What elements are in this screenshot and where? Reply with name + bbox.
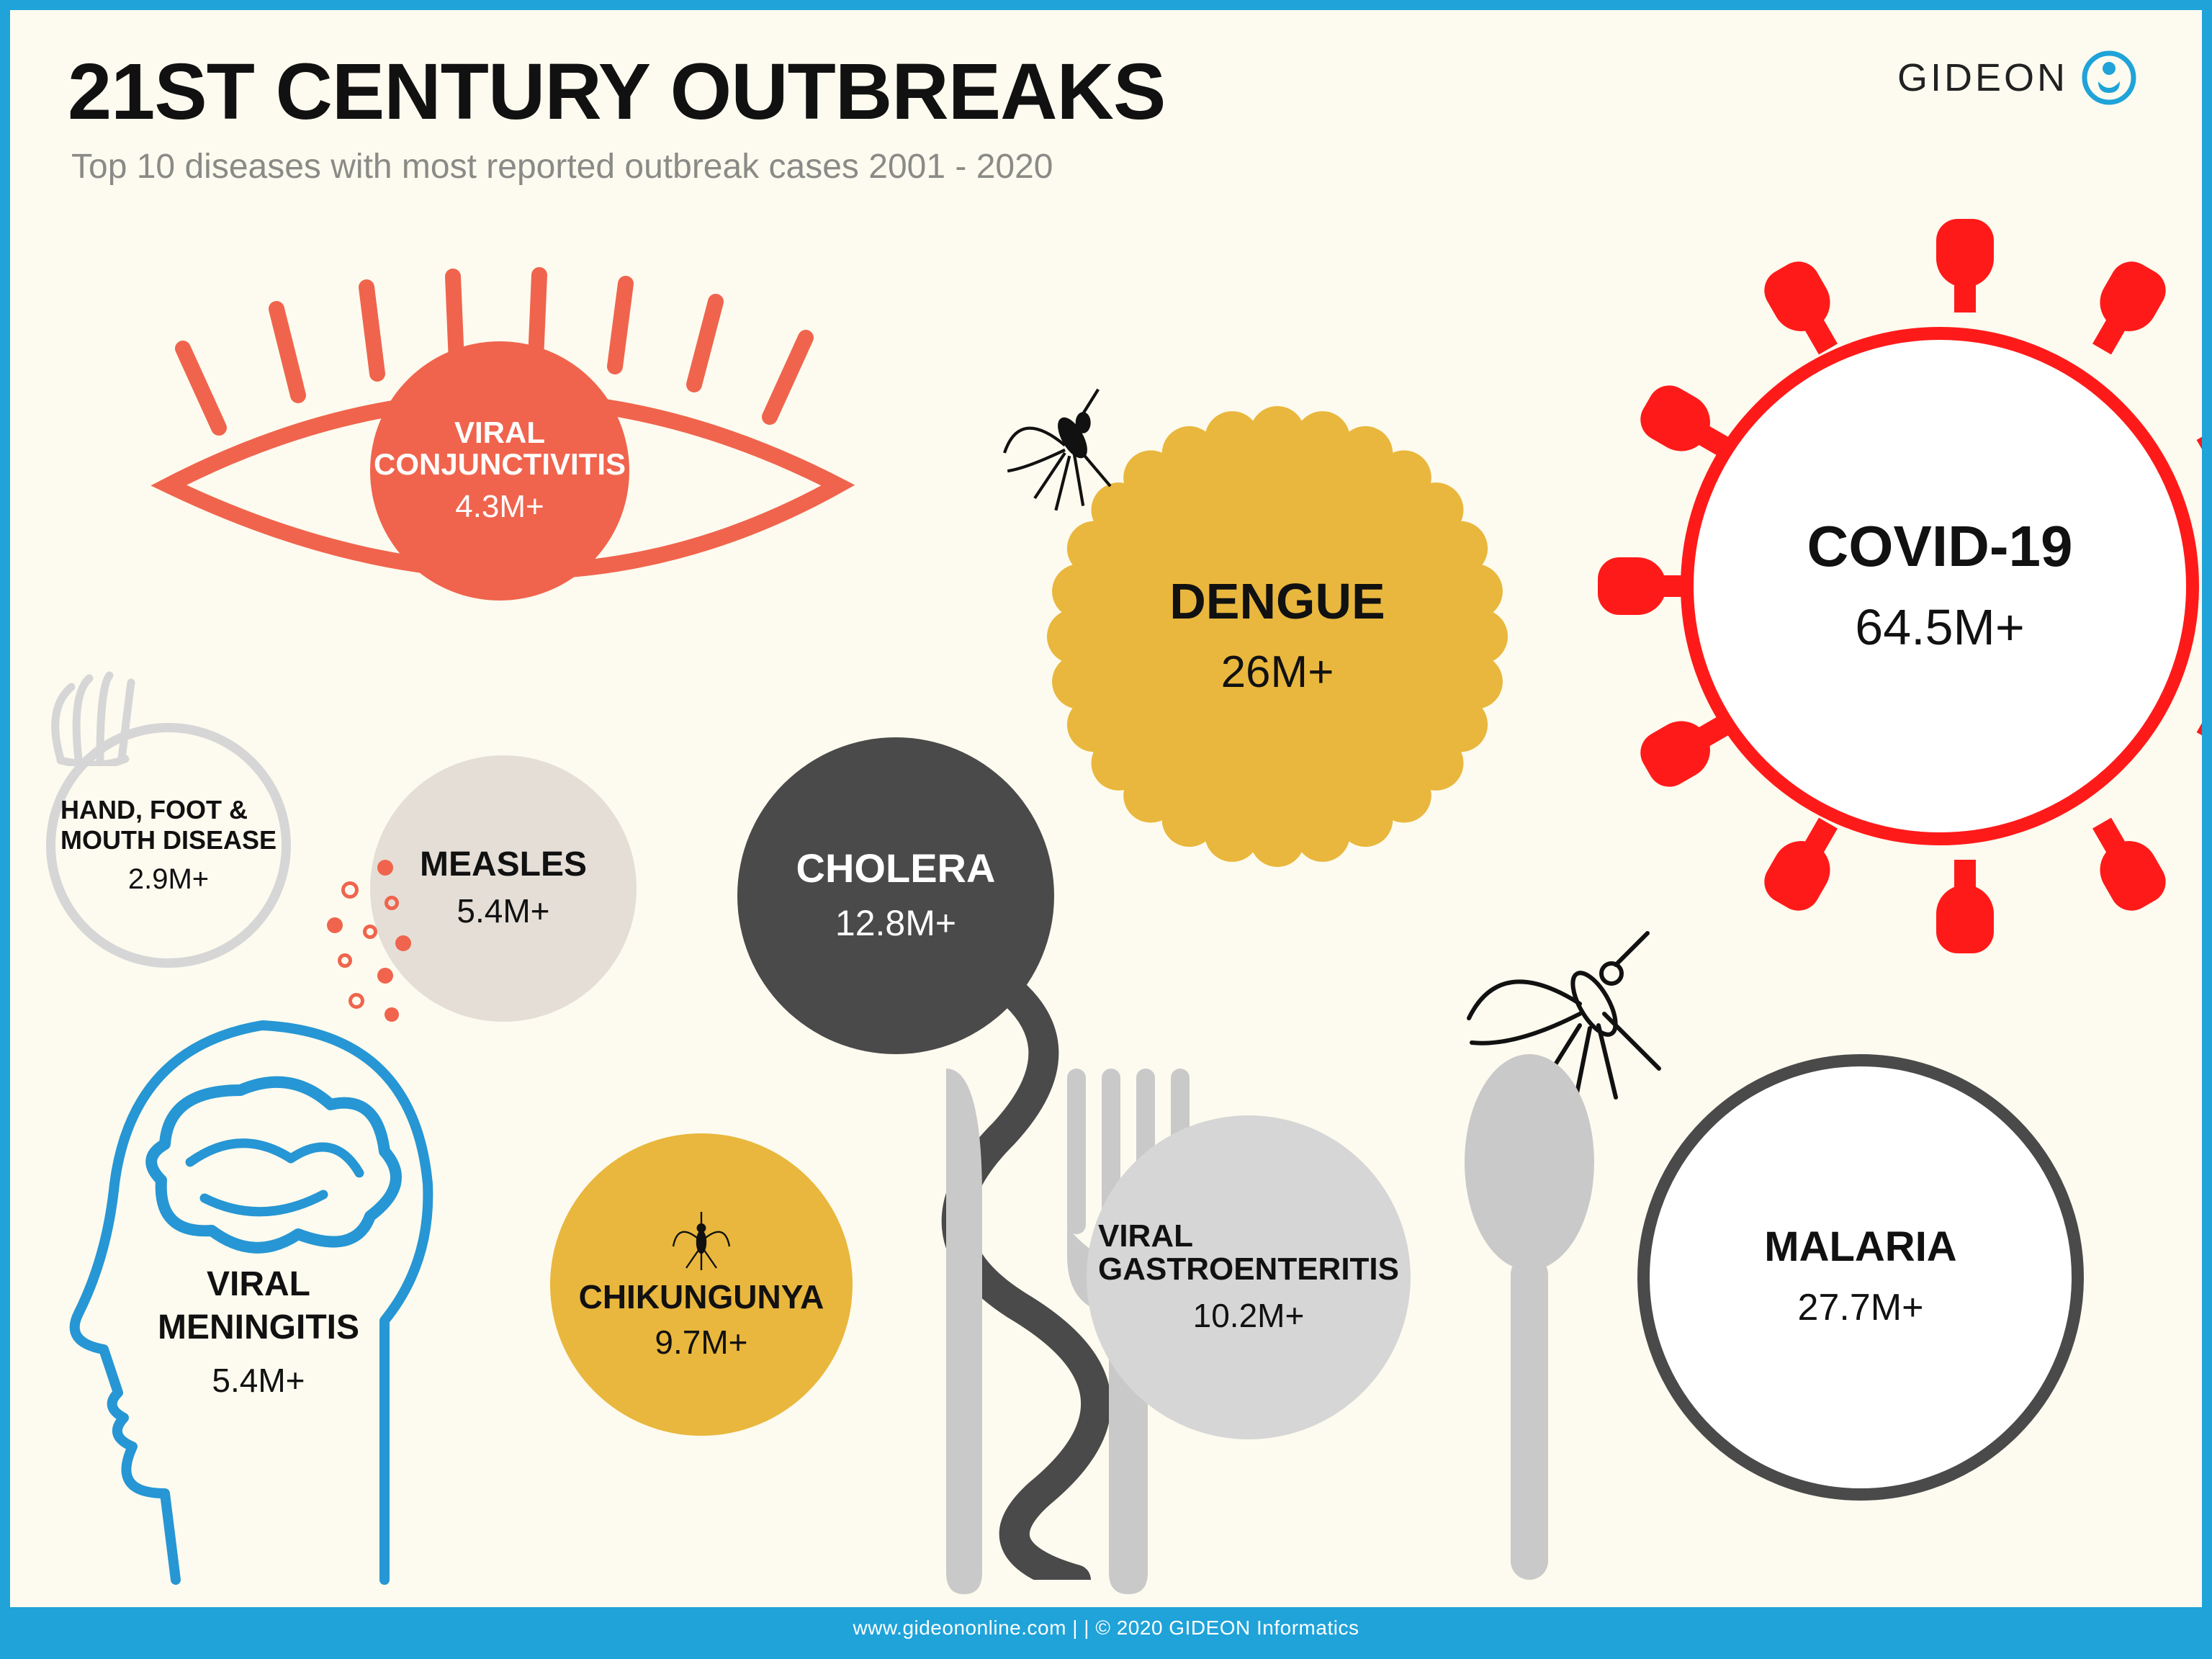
brand-text: GIDEON xyxy=(1897,55,2068,100)
brand-logo: GIDEON xyxy=(1897,50,2137,106)
covid-node: COVID-19 64.5M+ xyxy=(1616,262,2202,910)
meningitis-value: 5.4M+ xyxy=(212,1361,305,1400)
hfmd-value: 2.9M+ xyxy=(128,863,209,896)
cholera-label: CHOLERA xyxy=(796,848,996,890)
measles-value: 5.4M+ xyxy=(457,891,549,930)
dengue-label: DENGUE xyxy=(1169,575,1385,629)
footer-bar: www.gideononline.com | | © 2020 GIDEON I… xyxy=(10,1607,2202,1649)
conjunctivitis-node: VIRALCONJUNCTIVITIS 4.3M+ xyxy=(370,370,629,572)
conjunctivitis-label: VIRALCONJUNCTIVITIS xyxy=(374,417,626,480)
infographic-canvas: 21ST CENTURY OUTBREAKS Top 10 diseases w… xyxy=(10,10,2202,1649)
hfmd-label: HAND, FOOT &MOUTH DISEASE xyxy=(60,795,276,855)
hand-icon xyxy=(32,658,154,766)
malaria-node: MALARIA 27.7M+ xyxy=(1637,1054,2084,1501)
mosquito-icon xyxy=(989,377,1141,529)
gastro-node: VIRALGASTROENTERITIS 10.2M+ xyxy=(1087,1115,1411,1439)
page-title: 21ST CENTURY OUTBREAKS xyxy=(68,46,1165,138)
covid-label: COVID-19 xyxy=(1807,516,2073,577)
footer-text: www.gideononline.com | | © 2020 GIDEON I… xyxy=(853,1617,1359,1640)
eye-icon: VIRALCONJUNCTIVITIS 4.3M+ xyxy=(125,255,881,658)
small-mosquito-icon xyxy=(669,1208,734,1272)
meningitis-label: VIRALMENINGITIS xyxy=(158,1263,359,1349)
chikungunya-value: 9.7M+ xyxy=(655,1323,747,1362)
chikungunya-node: CHIKUNGUNYA 9.7M+ xyxy=(550,1133,853,1436)
malaria-label: MALARIA xyxy=(1764,1226,1956,1269)
meningitis-node: VIRALMENINGITIS 5.4M+ xyxy=(125,1263,392,1400)
covid-value: 64.5M+ xyxy=(1855,598,2024,656)
brand-icon xyxy=(2081,50,2137,106)
conjunctivitis-value: 4.3M+ xyxy=(455,489,544,525)
page-subtitle: Top 10 diseases with most reported outbr… xyxy=(71,147,1053,186)
cholera-node: CHOLERA 12.8M+ xyxy=(737,737,1054,1054)
cholera-value: 12.8M+ xyxy=(835,902,956,944)
measles-label: MEASLES xyxy=(420,847,587,883)
chikungunya-label: CHIKUNGUNYA xyxy=(579,1280,824,1314)
malaria-value: 27.7M+ xyxy=(1798,1286,1924,1329)
gastro-label: VIRALGASTROENTERITIS xyxy=(1098,1220,1399,1286)
dengue-value: 26M+ xyxy=(1221,647,1334,698)
gastro-value: 10.2M+ xyxy=(1193,1296,1305,1335)
